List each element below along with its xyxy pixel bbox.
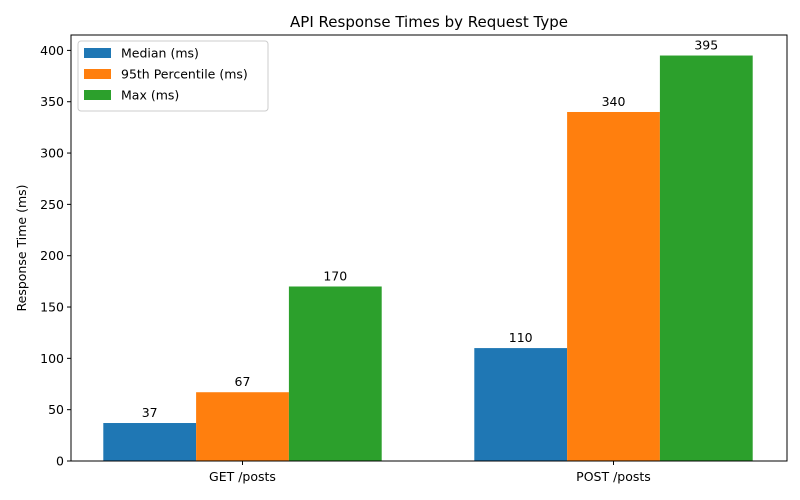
legend-label: Median (ms) (121, 46, 199, 61)
legend-label: Max (ms) (121, 88, 179, 103)
bar-value-label: 170 (323, 268, 347, 283)
bar-value-label: 110 (509, 330, 533, 345)
y-tick-label: 0 (56, 454, 64, 469)
bar (567, 111, 660, 462)
y-axis-title: Response Time (ms) (14, 184, 29, 311)
y-tick-label: 250 (40, 197, 64, 212)
bar-value-label: 395 (694, 38, 718, 53)
bar-value-label: 37 (142, 405, 158, 420)
bar (196, 392, 289, 461)
x-axis-ticks: GET /posts POST /posts (209, 461, 651, 484)
legend-swatch (84, 90, 111, 100)
x-tick-label: GET /posts (209, 469, 276, 484)
plot-frame (70, 34, 788, 462)
y-tick-label: 100 (40, 351, 64, 366)
y-tick-label: 200 (40, 248, 64, 263)
legend-swatch (84, 69, 111, 79)
legend-box (77, 40, 269, 112)
y-tick-label: 350 (40, 94, 64, 109)
y-tick-label: 400 (40, 43, 64, 58)
chart-title: API Response Times by Request Type (290, 13, 568, 31)
bar (659, 55, 753, 461)
bar (474, 348, 568, 461)
bars-group (103, 55, 753, 462)
bar (103, 423, 197, 461)
legend-swatch (84, 48, 111, 58)
y-axis-ticks: 0 50 100 150 200 250 300 350 400 (40, 43, 71, 469)
x-tick-label: POST /posts (576, 469, 651, 484)
bar-value-label: 67 (235, 374, 251, 389)
bar (288, 286, 382, 461)
y-tick-label: 150 (40, 300, 64, 315)
y-tick-label: 50 (48, 402, 64, 417)
legend: Median (ms) 95th Percentile (ms) Max (ms) (77, 40, 269, 112)
bar-labels-group: 37 110 67 340 170 395 (142, 38, 718, 420)
y-tick-label: 300 (40, 146, 64, 161)
legend-label: 95th Percentile (ms) (121, 67, 248, 82)
bar-value-label: 340 (602, 94, 626, 109)
